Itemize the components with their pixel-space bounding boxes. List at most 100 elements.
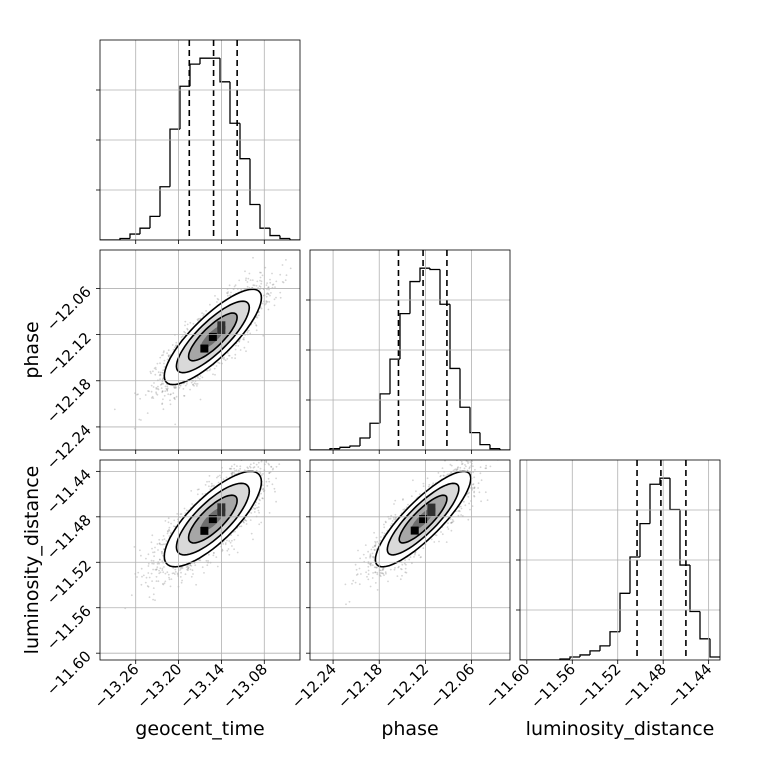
scatter-point bbox=[253, 508, 256, 510]
scatter-point bbox=[247, 467, 250, 470]
scatter-point bbox=[164, 385, 167, 388]
scatter-point bbox=[259, 472, 262, 475]
scatter-point bbox=[160, 551, 163, 553]
scatter-point bbox=[163, 582, 166, 585]
scatter-point bbox=[159, 374, 162, 376]
scatter-point bbox=[164, 390, 167, 393]
scatter-point bbox=[275, 465, 278, 468]
scatter-point bbox=[186, 565, 189, 567]
scatter-point bbox=[260, 521, 263, 524]
scatter-point bbox=[266, 292, 269, 295]
scatter-point bbox=[140, 567, 143, 570]
scatter-point bbox=[166, 352, 169, 355]
scatter-point bbox=[164, 520, 167, 522]
scatter-point bbox=[271, 483, 274, 486]
scatter-point bbox=[281, 264, 284, 266]
scatter-point bbox=[228, 540, 231, 542]
scatter-point bbox=[169, 585, 172, 588]
scatter-point bbox=[175, 386, 178, 389]
scatter-point bbox=[161, 390, 164, 393]
scatter-point bbox=[213, 552, 215, 554]
scatter-point bbox=[166, 532, 169, 535]
scatter-point bbox=[233, 472, 236, 474]
scatter-point bbox=[161, 583, 164, 585]
scatter-point bbox=[281, 281, 284, 283]
hist-luminosity_distance-bar bbox=[589, 650, 600, 655]
scatter-point bbox=[180, 571, 182, 574]
hist-geocent_time-frame bbox=[99, 39, 301, 241]
scatter-point bbox=[147, 565, 150, 567]
scatter-point bbox=[199, 398, 202, 401]
scatter-point bbox=[155, 368, 157, 371]
scatter-point bbox=[174, 345, 177, 347]
hist-luminosity_distance-bar bbox=[629, 556, 640, 594]
scatter-point bbox=[253, 466, 256, 468]
scatter-point bbox=[239, 467, 242, 470]
scatter-point bbox=[258, 498, 261, 501]
scatter-point bbox=[260, 307, 263, 310]
scatter-point bbox=[198, 378, 201, 380]
scatter-point bbox=[184, 573, 187, 576]
scatter-point bbox=[179, 566, 181, 569]
scatter-point bbox=[150, 372, 152, 375]
hist-luminosity_distance-frame bbox=[519, 459, 721, 661]
joint-geocent_time-phase-ytick-label: −12.06 bbox=[43, 283, 95, 335]
scatter-point bbox=[162, 408, 165, 411]
scatter-point bbox=[258, 502, 260, 505]
scatter-point bbox=[273, 298, 276, 301]
scatter-point bbox=[150, 541, 153, 544]
scatter-point bbox=[244, 519, 247, 521]
scatter-point bbox=[250, 512, 253, 514]
scatter-point bbox=[243, 521, 245, 524]
scatter-point bbox=[268, 288, 270, 291]
scatter-point bbox=[233, 467, 236, 470]
scatter-point bbox=[230, 455, 232, 457]
scatter-point bbox=[159, 371, 162, 374]
scatter-point bbox=[215, 365, 218, 367]
scatter-point bbox=[243, 346, 246, 349]
scatter-point bbox=[212, 373, 214, 376]
scatter-point bbox=[147, 585, 150, 588]
scatter-point bbox=[169, 403, 172, 406]
scatter-point bbox=[155, 569, 158, 571]
scatter-point bbox=[252, 466, 255, 469]
scatter-point bbox=[231, 472, 234, 474]
hist-geocent_time-bar bbox=[139, 227, 150, 235]
scatter-point bbox=[238, 525, 241, 528]
scatter-point bbox=[231, 357, 233, 359]
scatter-point bbox=[252, 507, 255, 509]
hist-phase-bar bbox=[429, 268, 440, 271]
scatter-point bbox=[190, 565, 193, 567]
scatter-point bbox=[154, 599, 156, 602]
scatter-point bbox=[268, 480, 271, 483]
scatter-point bbox=[195, 383, 198, 385]
hist-luminosity_distance-bar bbox=[639, 522, 650, 557]
scatter-point bbox=[166, 530, 169, 532]
scatter-point bbox=[162, 354, 165, 356]
scatter-point bbox=[169, 354, 172, 356]
scatter-point bbox=[138, 418, 141, 421]
scatter-point bbox=[213, 484, 215, 487]
scatter-point bbox=[150, 559, 153, 562]
scatter-point bbox=[185, 509, 188, 512]
scatter-point bbox=[279, 296, 282, 299]
scatter-point bbox=[167, 393, 170, 396]
scatter-point bbox=[224, 542, 227, 544]
scatter-point bbox=[230, 534, 233, 536]
hist-phase-bar bbox=[449, 304, 460, 370]
scatter-point bbox=[190, 490, 193, 492]
scatter-point bbox=[159, 543, 162, 546]
scatter-point bbox=[166, 385, 169, 388]
scatter-point bbox=[113, 408, 116, 411]
scatter-point bbox=[249, 463, 252, 466]
scatter-point bbox=[182, 335, 184, 337]
scatter-point bbox=[282, 281, 285, 284]
hist-luminosity_distance-bar bbox=[709, 638, 720, 658]
scatter-point bbox=[166, 390, 169, 392]
scatter-point bbox=[173, 396, 176, 399]
scatter-point bbox=[157, 549, 159, 551]
scatter-point bbox=[184, 331, 187, 334]
scatter-point bbox=[193, 382, 196, 385]
scatter-point bbox=[268, 301, 271, 303]
scatter-point bbox=[163, 362, 165, 365]
